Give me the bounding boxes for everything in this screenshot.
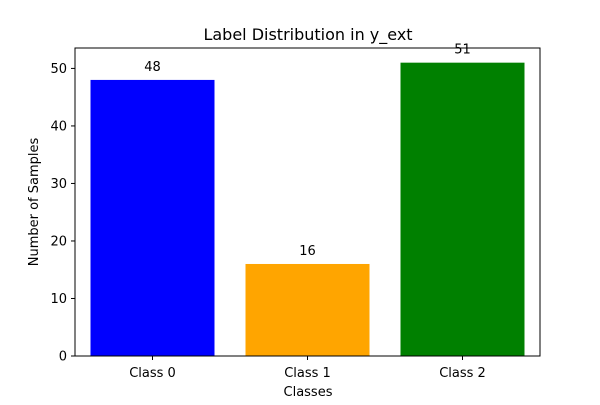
x-axis-label: Classes: [284, 385, 333, 400]
data-label: 48: [144, 60, 161, 75]
x-tick-label: Class 2: [439, 366, 486, 381]
y-tick-label: 20: [50, 234, 67, 249]
y-tick-label: 10: [50, 292, 67, 307]
data-label: 16: [299, 244, 316, 259]
x-tick-label: Class 0: [129, 366, 176, 381]
bar-class-1: [245, 263, 370, 356]
y-tick-label: 0: [59, 350, 67, 365]
y-tick-label: 50: [50, 62, 67, 77]
y-tick-label: 40: [50, 119, 67, 134]
axes-frame: [74, 47, 541, 357]
bar-class-2: [400, 62, 525, 357]
plot-area: 48 16 51: [90, 43, 525, 357]
y-tick-label: 30: [50, 177, 67, 192]
y-axis-label: Number of Samples: [27, 138, 42, 267]
chart-title: Label Distribution in y_ext: [203, 25, 412, 45]
data-label: 51: [454, 43, 471, 58]
bar-class-0: [90, 79, 215, 356]
x-tick-label: Class 1: [284, 366, 331, 381]
